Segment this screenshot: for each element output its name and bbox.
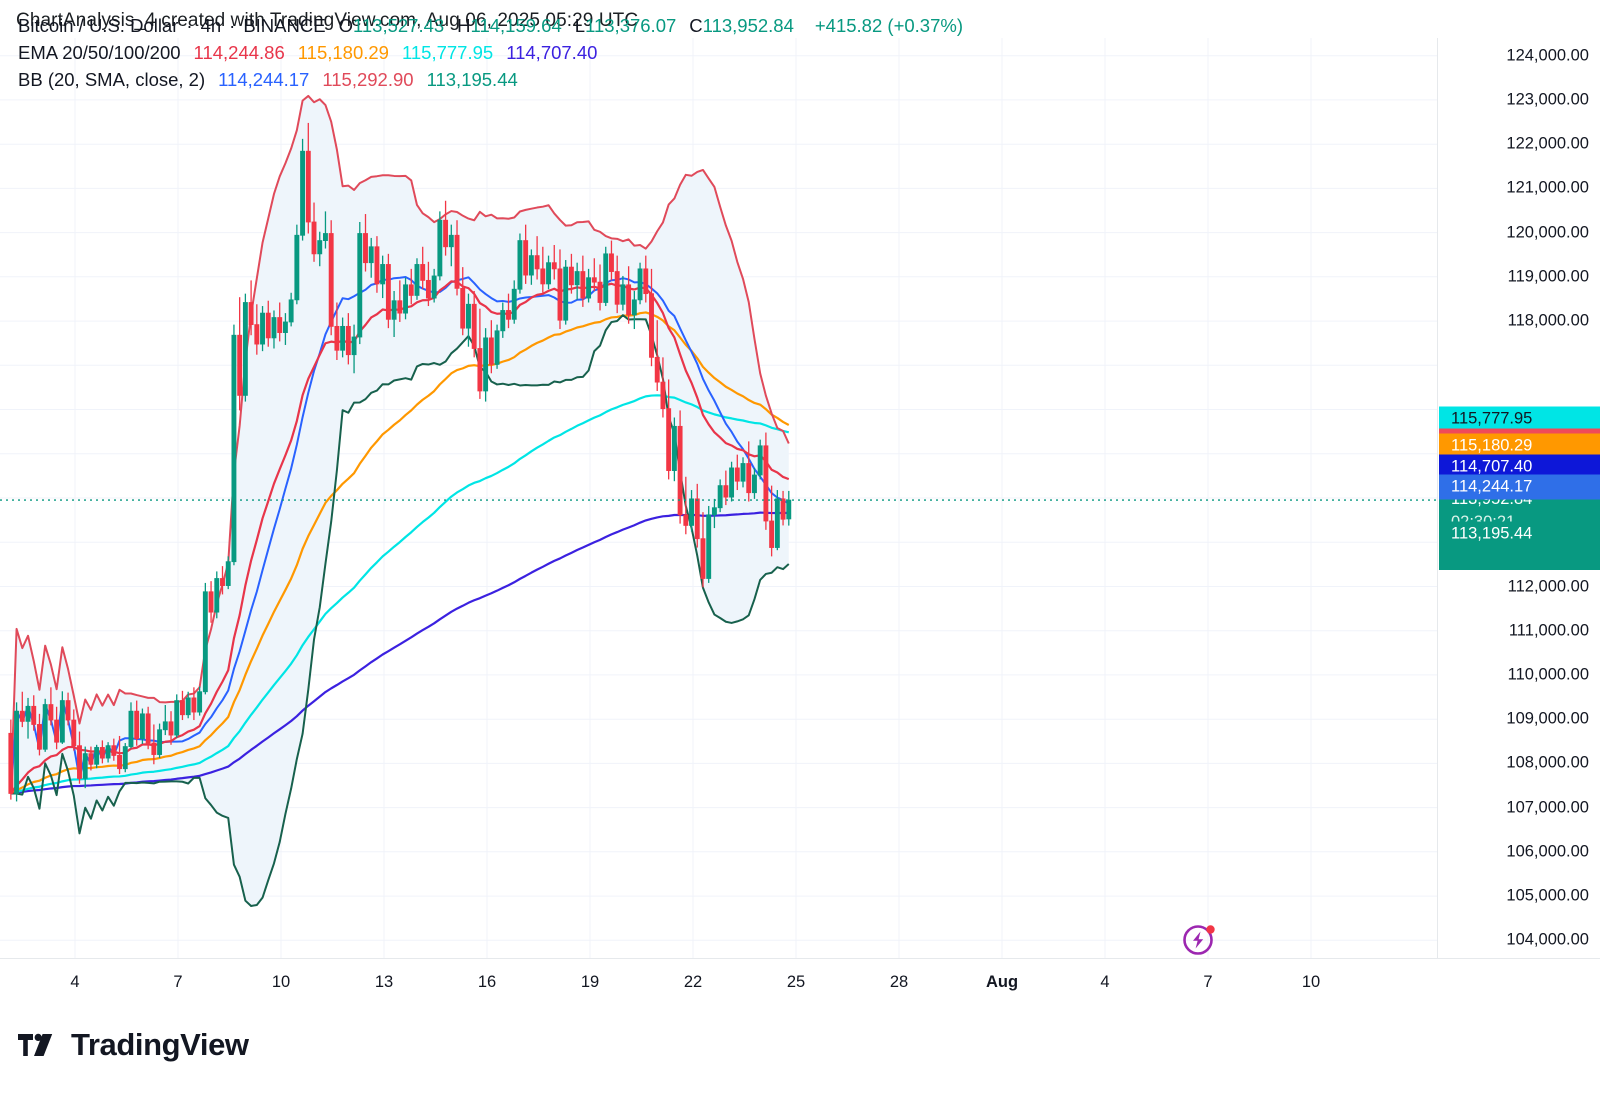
time-tick: 7	[173, 973, 183, 991]
time-tick: 25	[786, 973, 806, 991]
legend-symbol[interactable]: Bitcoin / U.S. Dollar	[18, 15, 179, 36]
time-tick: 4	[70, 973, 80, 991]
time-tick: 4	[1100, 973, 1110, 991]
price-tick: 123,000.00	[1506, 90, 1589, 109]
price-tick: 110,000.00	[1507, 665, 1589, 684]
time-tick: 19	[580, 973, 600, 991]
time-axis[interactable]: 4 7 10 13 16 19 22 25 28 Aug 4 7 10	[0, 958, 1600, 1010]
chart-legend: Bitcoin / U.S. Dollar · 4h · BINANCE O 11…	[18, 12, 963, 93]
legend-sep-2: ·	[229, 15, 236, 36]
legend-interval[interactable]: 4h	[200, 15, 222, 36]
legend-row-symbol: Bitcoin / U.S. Dollar · 4h · BINANCE O 11…	[18, 12, 963, 39]
legend-ema-title[interactable]: EMA 20/50/100/200	[18, 42, 181, 63]
price-tick: 106,000.00	[1506, 842, 1589, 861]
legend-ema50-value: 115,180.29	[297, 42, 389, 63]
lightning-bolt-icon[interactable]	[1181, 919, 1219, 957]
tradingview-wordmark: TradingView	[71, 1027, 249, 1062]
bb-lower-tag[interactable]: 113,195.44	[1439, 521, 1600, 547]
price-tick: 104,000.00	[1506, 930, 1589, 949]
price-tick: 124,000.00	[1506, 46, 1589, 65]
price-tick: 111,000.00	[1508, 621, 1589, 640]
legend-low-value: 113,376.07	[585, 15, 677, 36]
price-tick: 119,000.00	[1507, 267, 1589, 286]
price-tick: 122,000.00	[1506, 134, 1589, 153]
legend-high-label: H	[457, 15, 471, 36]
legend-sep-1: ·	[186, 15, 193, 36]
legend-ema100-value: 115,777.95	[401, 42, 494, 63]
legend-bb-title[interactable]: BB (20, SMA, close, 2)	[18, 69, 206, 90]
tradingview-logo[interactable]: TradingView	[18, 1027, 249, 1063]
legend-high-value: 114,159.64	[470, 15, 562, 36]
price-tick: 118,000.00	[1507, 311, 1589, 330]
time-tick: 7	[1203, 973, 1213, 991]
legend-open-value: 113,527.43	[352, 15, 445, 36]
legend-close-label: C	[689, 15, 703, 36]
price-tick: 105,000.00	[1506, 886, 1589, 905]
bb-basis-tag[interactable]: 114,244.17	[1439, 474, 1600, 500]
tradingview-logo-icon	[18, 1031, 58, 1059]
chart-plot-area[interactable]	[0, 38, 1437, 958]
legend-bb-basis-value: 114,244.17	[218, 69, 310, 90]
legend-row-bb: BB (20, SMA, close, 2) 114,244.17 115,29…	[18, 66, 963, 93]
legend-row-ema: EMA 20/50/100/200 114,244.86 115,180.29 …	[18, 39, 963, 66]
legend-ema20-value: 114,244.86	[193, 42, 285, 63]
price-axis[interactable]: 124,000.00 123,000.00 122,000.00 121,000.00…	[1437, 38, 1600, 958]
legend-ema200-value: 114,707.40	[506, 42, 598, 63]
legend-low-label: L	[574, 15, 586, 36]
price-tick: 112,000.00	[1507, 577, 1589, 595]
attribution-text: ChartAnalysis_4 created with TradingView…	[16, 10, 639, 31]
candle-series	[8, 122, 792, 802]
legend-bb-lower-value: 113,195.44	[426, 69, 518, 90]
price-tick: 109,000.00	[1506, 709, 1589, 728]
time-tick: 13	[374, 973, 394, 991]
price-tick: 120,000.00	[1506, 223, 1589, 242]
candlestick-chart-svg	[0, 38, 1437, 958]
price-tick: 121,000.00	[1506, 178, 1589, 197]
legend-exchange: BINANCE	[243, 15, 326, 36]
time-tick: 16	[477, 973, 497, 991]
time-tick: 10	[271, 973, 291, 991]
time-tick: Aug	[985, 973, 1019, 991]
time-tick: 28	[889, 973, 909, 991]
price-tick: 107,000.00	[1506, 798, 1589, 817]
legend-bb-upper-value: 115,292.90	[322, 69, 414, 90]
legend-open-label: O	[338, 15, 353, 36]
time-tick: 10	[1301, 973, 1321, 991]
ema100-tag[interactable]: 115,777.95	[1439, 406, 1600, 432]
time-tick: 22	[683, 973, 703, 991]
legend-change-value: +415.82 (+0.37%)	[814, 15, 963, 36]
price-tick: 108,000.00	[1506, 753, 1589, 772]
legend-close-value: 113,952.84	[702, 15, 794, 36]
ema50-tag[interactable]: 115,180.29	[1439, 433, 1600, 459]
